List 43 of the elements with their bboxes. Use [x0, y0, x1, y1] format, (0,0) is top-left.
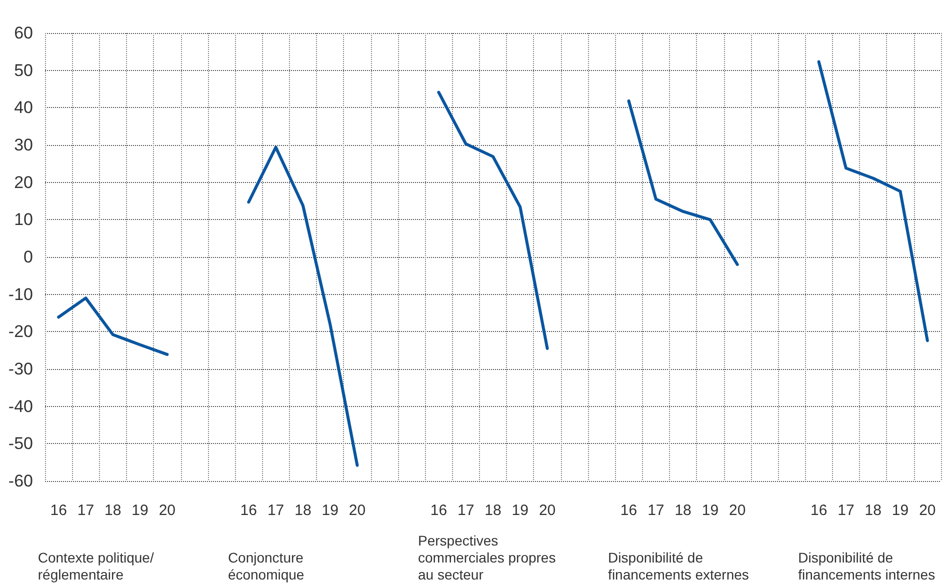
x-tick-label: 17	[838, 502, 854, 519]
x-tick-label: 17	[648, 502, 664, 519]
x-tick-label: 18	[484, 502, 502, 519]
x-tick-label: 18	[294, 502, 312, 519]
text: Disponibilité de financements externes	[608, 550, 749, 582]
x-tick-label: 17	[77, 502, 94, 519]
text: Contexte politique/ réglementaire	[38, 550, 158, 582]
x-tick-label: 19	[892, 502, 909, 519]
x-tick-label: 18	[104, 502, 122, 519]
text: Disponibilité de financements internes	[798, 550, 936, 582]
y-tick-label: 10	[14, 210, 33, 230]
x-tick-label: 18	[674, 502, 692, 519]
x-tick-label: 20	[538, 502, 556, 519]
text: Perspectives commerciales propres au secteur	[418, 532, 560, 582]
y-tick-label: 0	[24, 248, 33, 266]
text: Conjoncture économique	[228, 550, 308, 582]
x-tick-label: 17	[458, 502, 474, 519]
x-tick-label: 19	[512, 502, 528, 519]
y-tick-label: -40	[8, 396, 33, 416]
x-tick-label: 20	[158, 502, 176, 519]
y-tick-label: -60	[8, 472, 33, 490]
x-tick-label: 16	[430, 502, 448, 519]
x-tick-label: 16	[240, 502, 257, 519]
y-tick-label: 60	[14, 24, 33, 42]
x-tick-label: 16	[810, 502, 828, 519]
x-tick-label: 16	[620, 502, 638, 519]
y-tick-label: -30	[8, 360, 33, 378]
x-tick-label: 19	[702, 502, 719, 519]
x-tick-label: 18	[864, 502, 882, 519]
x-tick-label: 20	[348, 502, 366, 519]
x-tick-label: 20	[919, 502, 936, 519]
y-tick-label: 40	[14, 98, 33, 118]
y-tick-label: 20	[14, 172, 33, 192]
y-tick-label: -50	[8, 434, 33, 454]
x-tick-label: 16	[50, 502, 67, 519]
y-tick-label: -20	[8, 322, 33, 342]
y-tick-label: -10	[8, 284, 33, 304]
y-tick-label: 30	[14, 136, 33, 154]
y-tick-label: 50	[14, 60, 33, 80]
x-tick-label: 17	[267, 502, 284, 519]
x-tick-label: 19	[322, 502, 338, 519]
x-tick-label: 20	[729, 502, 746, 519]
x-tick-label: 19	[132, 502, 148, 519]
